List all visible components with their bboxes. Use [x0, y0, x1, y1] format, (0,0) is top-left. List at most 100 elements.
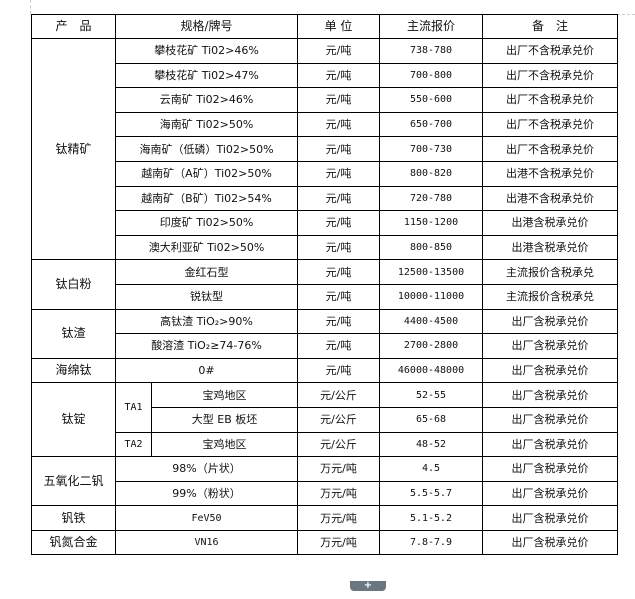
price-cell: 65-68: [379, 406, 484, 433]
spec-cell: 0#: [114, 357, 299, 384]
page-guide-horizontal: [617, 14, 635, 15]
table-row: 酸溶渣 TiO₂≥74-76% 元/吨 2700-2800 出厂含税承兑价: [32, 333, 619, 359]
note-cell: 出厂含税承兑价: [482, 308, 619, 335]
unit-cell: 元/吨: [297, 62, 381, 89]
product-cell: 五氧化二钒: [31, 456, 116, 507]
note-cell: 主流报价含税承兑: [482, 283, 619, 310]
unit-cell: 万元/吨: [297, 456, 381, 482]
price-cell: 10000-11000: [379, 283, 484, 310]
note-cell: 出港不含税承兑价: [482, 160, 619, 187]
note-cell: 出厂不含税承兑价: [482, 111, 619, 138]
note-cell: 出港不含税承兑价: [482, 185, 619, 212]
price-cell: 48-52: [379, 431, 484, 458]
product-cell: 钛渣: [31, 308, 116, 359]
price-cell: 700-800: [379, 62, 484, 89]
spec-cell: 金红石型: [114, 259, 299, 285]
product-cell: 钒铁: [31, 505, 116, 531]
spec-cell: 锐钛型: [114, 283, 299, 310]
unit-cell: 万元/吨: [297, 480, 381, 507]
spec-cell: 越南矿（B矿）Ti02>54%: [114, 185, 299, 212]
price-cell: 5.1-5.2: [379, 505, 484, 531]
unit-cell: 元/吨: [297, 259, 381, 285]
header-unit: 单 位: [297, 14, 381, 39]
note-cell: 出厂含税承兑价: [482, 357, 619, 384]
unit-cell: 元/吨: [297, 111, 381, 138]
spec-cell: 攀枝花矿 Ti02>46%: [114, 38, 299, 64]
grade-cell: TA2: [115, 431, 152, 458]
product-cell: 钛精矿: [31, 37, 116, 261]
unit-cell: 元/公斤: [297, 406, 381, 433]
table-row: 海南矿 Ti02>50% 元/吨 650-700 出厂不含税承兑价: [32, 111, 619, 138]
price-cell: 650-700: [379, 111, 484, 138]
header-note: 备 注: [482, 14, 619, 39]
table-row: 钛渣 高钛渣 TiO₂>90% 元/吨 4400-4500 出厂含税承兑价: [31, 308, 619, 359]
note-cell: 主流报价含税承兑: [482, 259, 619, 285]
header-spec: 规格/牌号: [114, 14, 299, 39]
table-row: 五氧化二钒 98%（片状） 万元/吨 4.5 出厂含税承兑价: [31, 456, 619, 507]
spec-cell: 印度矿 Ti02>50%: [114, 210, 299, 236]
table-row: 澳大利亚矿 Ti02>50% 元/吨 800-850 出港含税承兑价: [32, 234, 619, 261]
unit-cell: 元/吨: [297, 308, 381, 335]
price-cell: 5.5-5.7: [379, 480, 484, 507]
table-header-row: 产 品 规格/牌号 单 位 主流报价 备 注: [31, 14, 619, 39]
spec-cell: 高钛渣 TiO₂>90%: [114, 308, 299, 335]
table-row: 印度矿 Ti02>50% 元/吨 1150-1200 出港含税承兑价: [32, 210, 619, 236]
unit-cell: 元/吨: [297, 38, 381, 64]
table-row: 99%（粉状） 万元/吨 5.5-5.7 出厂含税承兑价: [32, 480, 619, 507]
unit-cell: 元/吨: [297, 87, 381, 113]
product-cell: 海绵钛: [31, 357, 116, 384]
price-table: 产 品 规格/牌号 单 位 主流报价 备 注 钛精矿 攀枝花矿 Ti02>46%…: [31, 14, 619, 556]
table-row: 钒氮合金 VN16 万元/吨 7.8-7.9 出厂含税承兑价: [31, 529, 619, 556]
spec-cell: 澳大利亚矿 Ti02>50%: [114, 234, 299, 261]
spec-cell: 海南矿 Ti02>50%: [114, 111, 299, 138]
price-cell: 52-55: [379, 382, 484, 408]
note-cell: 出厂不含税承兑价: [482, 136, 619, 162]
note-cell: 出厂含税承兑价: [482, 505, 619, 531]
unit-cell: 元/吨: [297, 185, 381, 212]
price-cell: 800-820: [379, 160, 484, 187]
add-row-button[interactable]: +: [350, 581, 386, 591]
note-cell: 出港含税承兑价: [482, 210, 619, 236]
note-cell: 出厂不含税承兑价: [482, 87, 619, 113]
note-cell: 出厂含税承兑价: [482, 333, 619, 359]
note-cell: 出厂含税承兑价: [482, 382, 619, 408]
spec-cell: 云南矿 Ti02>46%: [114, 87, 299, 113]
price-cell: 12500-13500: [379, 259, 484, 285]
price-cell: 2700-2800: [379, 333, 484, 359]
table-row: TA2 宝鸡地区 元/公斤 48-52 出厂含税承兑价: [32, 431, 619, 458]
note-cell: 出厂含税承兑价: [482, 431, 619, 458]
product-cell: 钛锭: [31, 382, 116, 458]
table-row: 云南矿 Ti02>46% 元/吨 550-600 出厂不含税承兑价: [32, 87, 619, 113]
spec-cell: 攀枝花矿 Ti02>47%: [114, 62, 299, 89]
spec-cell: 98%（片状）: [114, 456, 299, 482]
note-cell: 出厂不含税承兑价: [482, 38, 619, 64]
spec-cell: 海南矿（低磷）Ti02>50%: [114, 136, 299, 162]
price-cell: 720-780: [379, 185, 484, 212]
header-product: 产 品: [31, 14, 116, 39]
price-cell: 700-730: [379, 136, 484, 162]
table-row: 海绵钛 0# 元/吨 46000-48000 出厂含税承兑价: [31, 357, 619, 384]
price-cell: 738-780: [379, 38, 484, 64]
unit-cell: 元/吨: [297, 234, 381, 261]
unit-cell: 元/吨: [297, 136, 381, 162]
spec-cell: 宝鸡地区: [150, 382, 299, 408]
grade-cell: TA1: [115, 382, 152, 433]
price-cell: 1150-1200: [379, 210, 484, 236]
spec-cell: 99%（粉状）: [114, 480, 299, 507]
note-cell: 出厂含税承兑价: [482, 456, 619, 482]
price-cell: 4400-4500: [379, 308, 484, 335]
table-row: 海南矿（低磷）Ti02>50% 元/吨 700-730 出厂不含税承兑价: [32, 136, 619, 162]
product-cell: 钛白粉: [31, 259, 116, 310]
page-guide-vertical: [30, 0, 31, 14]
unit-cell: 元/吨: [297, 333, 381, 359]
table-row: 越南矿（B矿）Ti02>54% 元/吨 720-780 出港不含税承兑价: [32, 185, 619, 212]
table-row: 钛白粉 金红石型 元/吨 12500-13500 主流报价含税承兑: [31, 259, 619, 310]
spec-cell: 大型 EB 板坯: [150, 406, 299, 433]
table-row: 钒铁 FeV50 万元/吨 5.1-5.2 出厂含税承兑价: [31, 505, 619, 531]
note-cell: 出厂不含税承兑价: [482, 62, 619, 89]
spec-cell: VN16: [114, 529, 299, 556]
price-cell: 7.8-7.9: [379, 529, 484, 556]
spec-cell: 越南矿（A矿）Ti02>50%: [114, 160, 299, 187]
header-price: 主流报价: [379, 14, 484, 39]
unit-cell: 元/吨: [297, 283, 381, 310]
